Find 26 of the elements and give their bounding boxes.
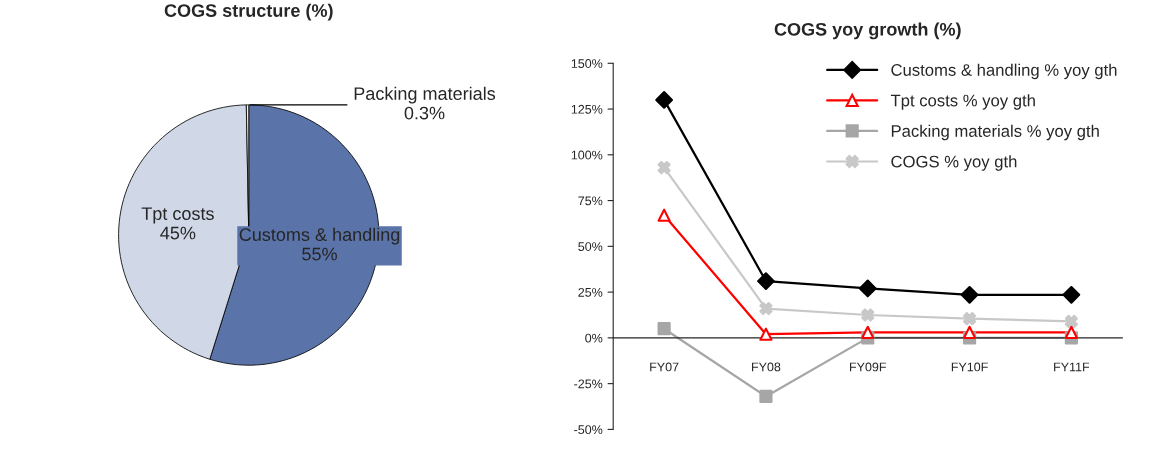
data-label: 0.3% [404,106,445,120]
legend-label: COGS % yoy gth [891,155,1017,171]
y-tick-label: -50% [574,425,603,435]
y-tick-label: 50% [578,242,603,251]
y-tick-label: 75% [578,196,603,206]
y-tick-label: 0% [585,333,603,343]
y-tick-label: 25% [578,287,603,297]
legend-label: Tpt costs % yoy gth [890,94,1035,110]
slice-label: Tpt costs [141,207,214,224]
slice-label: Customs & handling [239,227,400,245]
chart-title: COGS structure (%) [164,3,333,21]
x-tick-label: FY08 [752,362,781,372]
y-tick-label: -25% [574,379,603,389]
x-tick-label: FY10F [951,362,988,372]
slice-label: Packing materials [354,86,496,104]
x-tick-label: FY07 [650,362,679,372]
y-tick-label: 150% [571,59,603,68]
y-tick-label: 100% [571,150,603,160]
legend-label: Customs & handling % yoy gth [891,63,1117,80]
legend-label: Packing materials % yoy gth [891,124,1099,141]
chart-title: COGS yoy growth (%) [774,22,961,40]
data-label: 45% [160,226,196,240]
x-tick-label: FY09F [850,362,887,372]
x-tick-label: FY11F [1054,362,1090,372]
y-tick-label: 125% [571,104,603,114]
data-label: 55% [302,247,337,261]
